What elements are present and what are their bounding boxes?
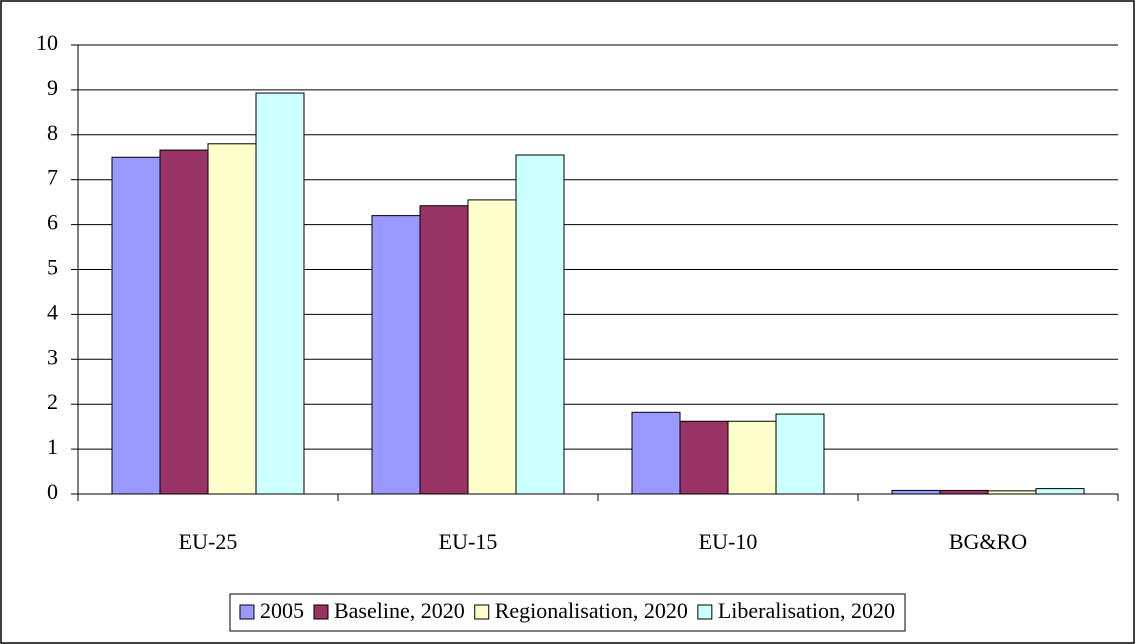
bar (891, 489, 941, 495)
bar (467, 199, 517, 495)
x-tick-label: EU-10 (699, 529, 758, 554)
legend-swatch (239, 604, 255, 620)
bar (371, 215, 421, 495)
bar (1035, 488, 1085, 495)
y-tick-label: 5 (47, 255, 58, 280)
legend-swatch (474, 604, 490, 620)
legend-label: Regionalisation, 2020 (495, 598, 688, 623)
y-tick-label: 8 (47, 120, 58, 145)
bar (631, 411, 681, 495)
y-tick-label: 7 (47, 165, 58, 190)
legend-swatch (697, 604, 713, 620)
y-tick-label: 2 (47, 389, 58, 414)
y-tick-label: 4 (47, 299, 58, 324)
x-tick-label: EU-25 (179, 529, 238, 554)
bar (255, 92, 305, 495)
bar (939, 489, 989, 495)
y-tick-label: 10 (36, 30, 58, 55)
x-tick-label: EU-15 (439, 529, 498, 554)
legend-label: Liberalisation, 2020 (718, 598, 895, 623)
bar (207, 143, 257, 495)
bar (419, 205, 469, 495)
y-tick-label: 6 (47, 210, 58, 235)
bar (775, 413, 825, 495)
y-tick-label: 1 (47, 434, 58, 459)
bar (111, 156, 161, 495)
y-tick-label: 0 (47, 479, 58, 504)
legend-box (229, 593, 906, 632)
legend-label: Baseline, 2020 (334, 598, 465, 623)
bar (159, 149, 209, 495)
bar (679, 420, 729, 495)
y-tick-label: 3 (47, 344, 58, 369)
bar (515, 154, 565, 495)
x-tick-label: BG&RO (949, 529, 1027, 554)
y-tick-label: 9 (47, 75, 58, 100)
bar (727, 420, 777, 495)
legend-label: 2005 (260, 598, 304, 623)
legend-swatch (313, 604, 329, 620)
